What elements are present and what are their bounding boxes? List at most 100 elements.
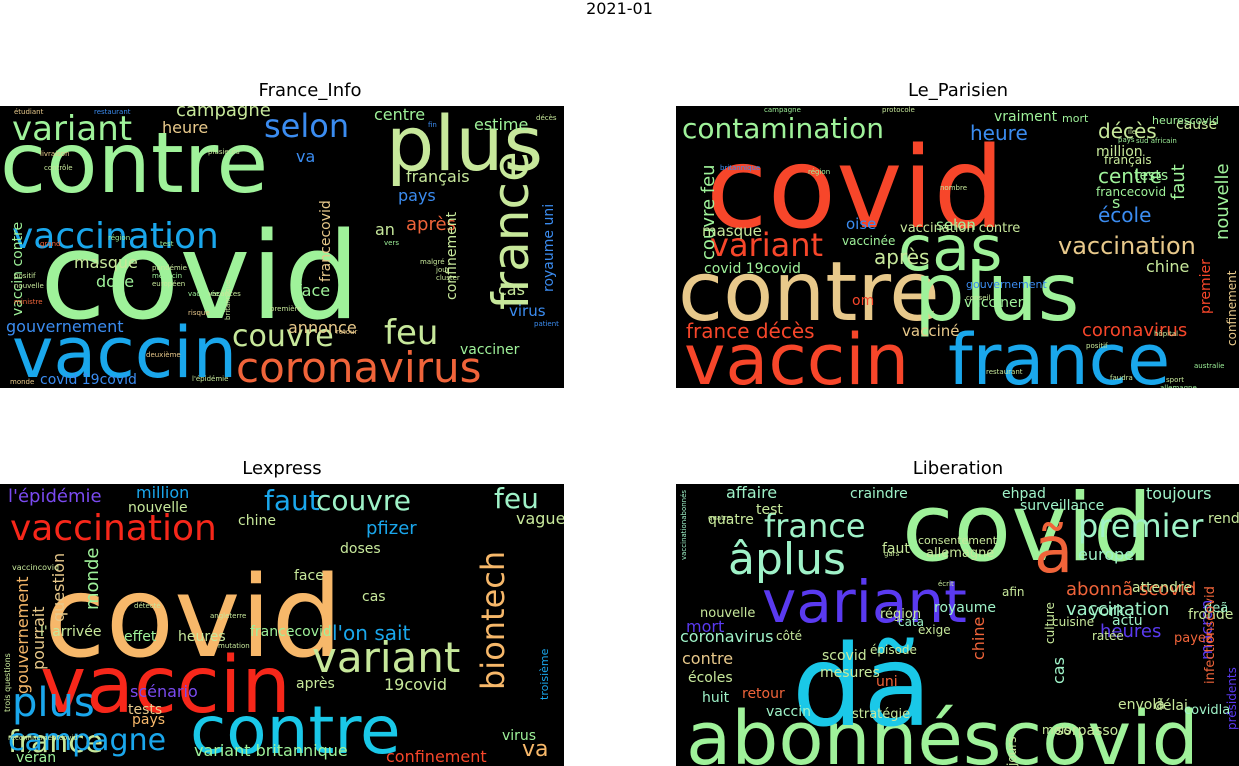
word-centre: centre [1098,164,1162,188]
word-effet: effet [124,629,157,645]
word-hopital: hôpital [1154,330,1178,338]
word-doses: doses [340,541,381,557]
word-vacances: vacances [208,290,241,298]
word-fronde: fronde [1188,607,1233,623]
word-faut: faut [882,541,910,557]
word-region: région [808,168,830,176]
wordcloud-liberation: covid abonnéscovid dã ã variant âplus premier f… [676,484,1239,766]
word-nouvelle: nouvelle [128,500,188,516]
word-l-epidemie: l'épidémie [8,486,102,507]
word-vacciner: vacciner [964,295,1024,311]
word-risque: risque [188,309,210,317]
word-vacciner: vacciner [460,342,520,358]
word-allemagne: allemagne [1160,384,1197,388]
word-surveillance: surveillance [1020,498,1104,514]
word-france-deces: france décès [686,319,815,343]
word-conseil: conseil [966,294,990,302]
word-campagne: campagne [176,106,271,121]
word-coronavirus: coronavirus [1082,320,1187,341]
word-mort: mort [686,617,724,636]
word-contre: contre [678,245,940,340]
wordcloud-lexpress: covid contre vaccin vaccination france varian… [0,484,564,766]
word-oise: oise [846,215,876,233]
word-exige: exige [918,623,951,637]
word-trois-questions: trois questions [3,653,12,712]
word-premiere: première [270,305,302,313]
word-campagne: campagne [764,106,801,114]
word-chine: chine [969,617,988,660]
word-confinement: confinement [1225,270,1239,346]
word-campagne: campagne [8,723,166,758]
word-a: ã [1034,514,1073,588]
word-centre: centre [374,106,425,124]
word-19covid: 19covid [384,675,447,694]
word-francecovid: francecovid [318,200,334,282]
word-mesures: mesures [820,665,880,681]
word-heures: heures [178,629,226,645]
word-cas: cas [362,589,386,605]
word-masque: masque [74,253,138,272]
word-question: question [49,553,68,622]
word-variant: variant [710,226,823,264]
word-covid-19covid: covid 19covid [40,372,137,388]
word-biontech: biontech [474,551,512,690]
panel-title-france-info: France_Info [258,80,362,101]
word-pays: pays [398,186,436,205]
word-chine: chine [238,513,276,529]
word-attendre: attendre [1132,580,1192,596]
word-actu: actu [1112,613,1143,629]
word-ratee: ratée [1092,629,1124,643]
word-quatre: quatre [708,514,731,522]
word-mois: mois [1042,723,1071,737]
word-faut: faut [264,484,320,517]
word-couvre: couvre [316,484,411,517]
word-pays: pays [132,712,165,728]
word-vaccination: vaccination [1066,599,1169,620]
word-payez: payez [1174,631,1213,646]
word-ministre: ministre [14,298,43,306]
word-pays: pays [1118,136,1135,144]
word-gouvernement: gouvernement [6,317,124,336]
word-vaccination: vaccination [12,216,219,257]
word-vaccin: vaccin [684,319,909,388]
word-pandemie: pandémie [152,264,187,272]
word-affaire: affaire [726,484,777,502]
word-mutation: mutation [218,642,250,650]
word-da: dã [792,622,932,752]
word-deces: décès [536,114,557,122]
word-million: million [1096,144,1143,160]
word-annonce: annonce [288,318,357,337]
word-million: million [136,484,189,502]
word-rendez: rendez [1208,511,1239,527]
word-francais: français [1104,153,1152,167]
word-contamination: contamination [682,112,884,145]
word-selon: selon [264,107,349,145]
word-pfizer: pfizer [366,518,417,539]
word-gars: gars [884,550,900,558]
word-reconfinementcovid: reconfinementcovid [8,734,78,742]
word-france: france [948,319,1170,388]
word-apres: après [406,214,456,235]
word-coronavirus: coronavirus [236,343,481,388]
word-afin: afin [1002,585,1025,599]
word-patient: patient [534,320,559,328]
word-malgre: malgré [420,258,445,266]
word-vague: vague [516,509,564,528]
word-vaccin: vaccin [12,312,237,388]
word-strategie: stratégie [852,707,910,722]
word-europe: europe [1078,545,1134,564]
word-masque: masque [702,222,762,240]
word-plusieurs: plusieurs [208,148,240,156]
word-controle: contrôle [44,164,73,172]
word-vaccin-contre: vaccin contre [10,222,26,316]
word-sport: sport [1166,376,1184,384]
word-couvre-feu: couvre feu [698,164,719,260]
word-va: va [296,147,315,166]
word-francecovid: francecovid [1096,185,1166,199]
word-quatre: quatre [708,512,754,528]
word-episode: épisode [870,643,917,657]
panel-title-liberation: Liberation [912,458,1004,479]
